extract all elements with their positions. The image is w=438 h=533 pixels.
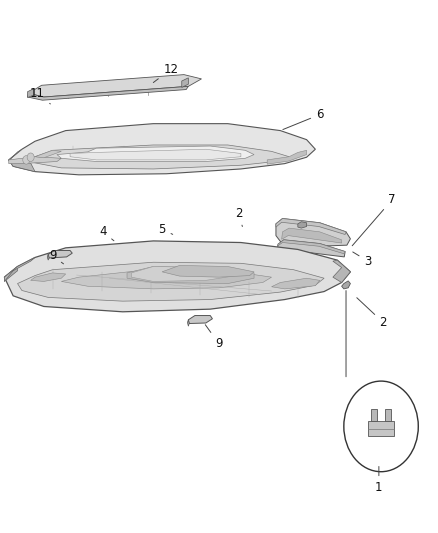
Text: 12: 12	[153, 63, 178, 83]
Polygon shape	[35, 150, 61, 158]
Polygon shape	[368, 421, 394, 436]
Polygon shape	[182, 78, 188, 87]
Text: 7: 7	[352, 193, 396, 246]
Polygon shape	[9, 124, 315, 175]
Polygon shape	[371, 409, 377, 421]
Polygon shape	[342, 281, 350, 289]
Polygon shape	[277, 240, 345, 254]
Text: 5: 5	[159, 223, 173, 236]
Polygon shape	[187, 320, 189, 326]
Polygon shape	[61, 269, 272, 289]
Polygon shape	[31, 273, 66, 281]
Polygon shape	[48, 251, 72, 258]
Polygon shape	[131, 266, 241, 281]
Polygon shape	[298, 222, 307, 228]
Text: 3: 3	[353, 252, 371, 268]
Polygon shape	[4, 266, 18, 281]
Polygon shape	[272, 278, 320, 289]
Polygon shape	[276, 219, 350, 246]
Polygon shape	[47, 254, 49, 260]
Polygon shape	[28, 88, 34, 98]
Text: 9: 9	[205, 325, 223, 350]
Polygon shape	[276, 219, 346, 235]
Text: 6: 6	[283, 108, 324, 130]
Polygon shape	[9, 149, 22, 161]
Circle shape	[23, 156, 30, 164]
Text: 4: 4	[99, 225, 114, 241]
Polygon shape	[333, 260, 350, 282]
Polygon shape	[70, 149, 241, 160]
Polygon shape	[282, 228, 342, 243]
Text: 1: 1	[375, 466, 383, 494]
Polygon shape	[4, 257, 35, 281]
Polygon shape	[127, 266, 254, 284]
Circle shape	[344, 381, 418, 472]
Polygon shape	[267, 150, 307, 164]
Text: 2: 2	[357, 298, 387, 329]
Polygon shape	[18, 262, 324, 301]
Polygon shape	[28, 86, 188, 100]
Text: 2: 2	[235, 207, 243, 227]
Polygon shape	[188, 316, 212, 324]
Polygon shape	[277, 240, 345, 257]
Polygon shape	[9, 160, 35, 172]
Polygon shape	[4, 241, 350, 312]
Polygon shape	[162, 265, 254, 277]
Polygon shape	[28, 75, 201, 97]
Polygon shape	[9, 157, 61, 164]
Polygon shape	[57, 146, 254, 161]
Polygon shape	[385, 409, 391, 421]
Text: 11: 11	[30, 87, 50, 104]
Polygon shape	[31, 145, 289, 169]
Text: 9: 9	[49, 249, 64, 264]
Circle shape	[27, 153, 34, 161]
